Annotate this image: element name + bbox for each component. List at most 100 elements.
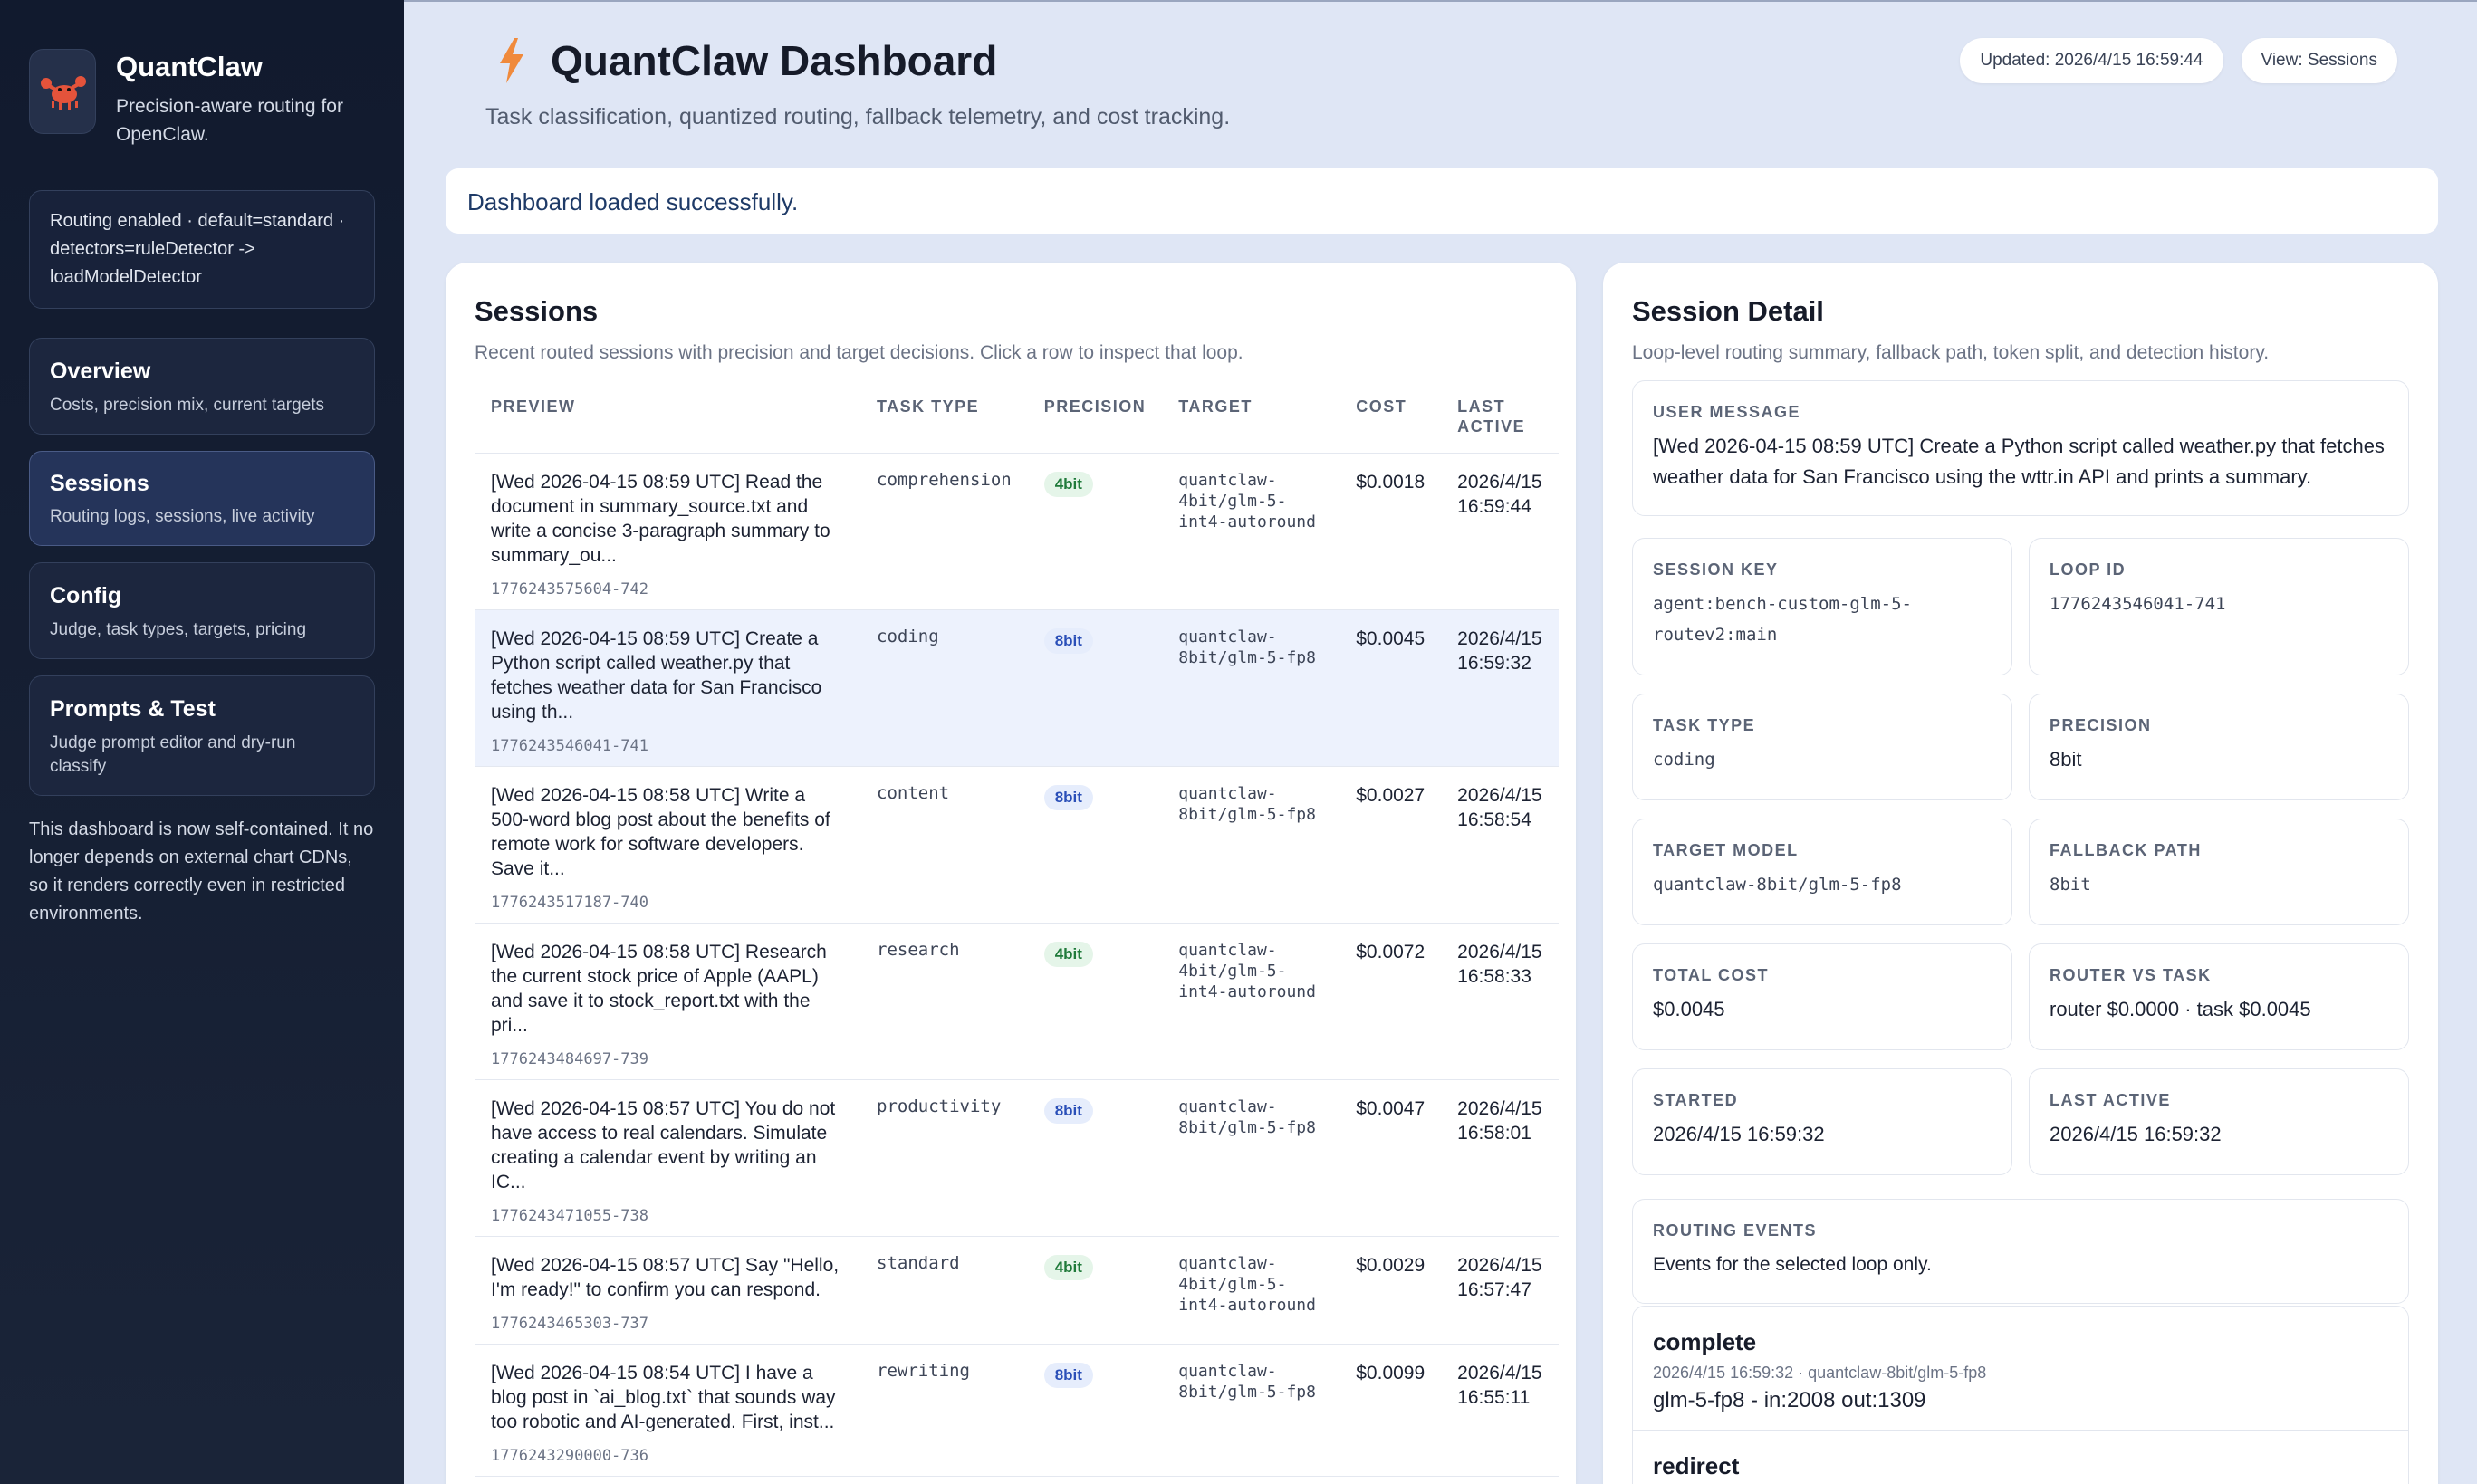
cost: $0.0027 — [1356, 785, 1426, 806]
cell-preview: [Wed 2026-04-15 08:57 UTC] You do not ha… — [475, 1079, 860, 1237]
updated-pill: Updated: 2026/4/15 16:59:44 — [1960, 38, 2223, 83]
cell-last-active: 2026/4/15 16:58:33 — [1441, 923, 1559, 1080]
view-pill: View: Sessions — [2241, 38, 2397, 83]
last-active-time: 2026/4/15 16:59:32 — [2050, 1123, 2222, 1145]
cell-last-active: 2026/4/15 16:58:01 — [1441, 1079, 1559, 1237]
cost: $0.0018 — [1356, 472, 1426, 493]
table-row[interactable]: [Wed 2026-04-15 08:57 UTC] Say "Hello, I… — [475, 1236, 1559, 1345]
table-row[interactable]: [Wed 2026-04-15 08:59 UTC] Read the docu… — [475, 453, 1559, 610]
event-item[interactable]: complete 2026/4/15 16:59:32 · quantclaw-… — [1632, 1306, 2409, 1431]
nav-item-sessions[interactable]: Sessions Routing logs, sessions, live ac… — [29, 451, 375, 546]
task-type: rewriting — [877, 1361, 970, 1381]
cell-target: quantclaw-8bit/glm-5-fp8 — [1162, 766, 1340, 924]
precision-badge: 4bit — [1043, 942, 1093, 967]
main-content: QuantClaw Dashboard Task classification,… — [404, 0, 2477, 1484]
nav-title: Overview — [50, 359, 151, 384]
nav-title: Sessions — [50, 471, 149, 496]
session-key-label: SESSION KEY — [1653, 560, 1779, 579]
target-model: quantclaw-4bit/glm-5-int4-autoround — [1178, 1254, 1316, 1315]
loop-id-label: LOOP ID — [2050, 560, 2127, 579]
precision-value: 8bit — [2050, 748, 2082, 771]
precision-box: PRECISION 8bit — [2029, 694, 2409, 800]
loop-id-box: LOOP ID 1776243546041-741 — [2029, 538, 2409, 675]
nav-item-config[interactable]: Config Judge, task types, targets, prici… — [29, 562, 375, 659]
event-title: complete — [1653, 1328, 1757, 1355]
fallback-path: 8bit — [2050, 875, 2091, 895]
target-model: quantclaw-8bit/glm-5-fp8 — [1178, 784, 1316, 824]
nav-subtitle: Routing logs, sessions, live activity — [50, 507, 315, 526]
cell-task-type: research — [860, 923, 1028, 1080]
col-task-type[interactable]: TASK TYPE — [860, 384, 1028, 454]
task-type: coding — [1653, 750, 1715, 770]
cost: $0.0047 — [1356, 1098, 1426, 1119]
target-model-box: TARGET MODEL quantclaw-8bit/glm-5-fp8 — [1632, 819, 2012, 925]
cell-target: quantclaw-8bit/glm-5-fp8 — [1162, 1344, 1340, 1477]
nav-item-overview[interactable]: Overview Costs, precision mix, current t… — [29, 338, 375, 435]
table-row[interactable]: [Wed 2026-04-15 08:54 UTC] I have a blog… — [475, 1344, 1559, 1477]
col-last-active[interactable]: LAST ACTIVE — [1441, 384, 1559, 454]
cost: $0.0072 — [1356, 942, 1426, 962]
cell-precision: 8bit — [1027, 1079, 1163, 1237]
cell-task-type: coding — [860, 609, 1028, 767]
cell-cost: $0.0099 — [1339, 1344, 1442, 1477]
header-pills: Updated: 2026/4/15 16:59:44 View: Sessio… — [1960, 38, 2397, 83]
router-vs-task: router $0.0000 · task $0.0045 — [2050, 998, 2311, 1020]
loop-id: 1776243546041-741 — [2050, 594, 2226, 614]
loop-id: 1776243575604-742 — [491, 580, 648, 598]
fallback-path-box: FALLBACK PATH 8bit — [2029, 819, 2409, 925]
task-type: standard — [877, 1253, 960, 1273]
col-precision[interactable]: PRECISION — [1027, 384, 1163, 454]
last-active: 2026/4/15 16:59:32 — [1457, 628, 1542, 674]
user-message: [Wed 2026-04-15 08:59 UTC] Create a Pyth… — [1653, 435, 2385, 488]
crab-logo-icon — [29, 49, 96, 134]
loop-id: 1776243517187-740 — [491, 894, 648, 912]
table-header-row: PREVIEW TASK TYPE PRECISION TARGET COST … — [475, 384, 1559, 454]
nav-item-prompts-test[interactable]: Prompts & Test Judge prompt editor and d… — [29, 675, 375, 796]
detail-title: Session Detail — [1632, 295, 1824, 327]
cell-cost: $0.0045 — [1339, 609, 1442, 767]
table-row[interactable]: [Wed 2026-04-15 08:58 UTC] Research the … — [475, 923, 1559, 1080]
target-model: quantclaw-8bit/glm-5-fp8 — [1178, 1362, 1316, 1402]
precision-badge: 8bit — [1043, 785, 1093, 810]
cell-task-type: productivity — [860, 1079, 1028, 1237]
last-active-label: LAST ACTIVE — [2050, 1091, 2171, 1109]
table-row[interactable]: [Wed 2026-04-15 08:58 UTC] Write a 500-w… — [475, 766, 1559, 924]
task-type: content — [877, 783, 950, 803]
fallback-label: FALLBACK PATH — [2050, 841, 2202, 859]
routing-events-box: ROUTING EVENTS Events for the selected l… — [1632, 1199, 2409, 1304]
session-key: agent:bench-custom-glm-5-routev2:main — [1653, 594, 1912, 645]
last-active: 2026/4/15 16:59:44 — [1457, 472, 1542, 517]
sessions-subtitle: Recent routed sessions with precision an… — [475, 342, 1243, 363]
total-cost-box: TOTAL COST $0.0045 — [1632, 943, 2012, 1050]
col-target[interactable]: TARGET — [1162, 384, 1340, 454]
router-task-label: ROUTER VS TASK — [2050, 966, 2212, 984]
precision-badge: 8bit — [1043, 1363, 1093, 1388]
preview-text: [Wed 2026-04-15 08:59 UTC] Read the docu… — [491, 472, 830, 566]
cell-precision: 4bit — [1027, 923, 1163, 1080]
nav-subtitle: Judge, task types, targets, pricing — [50, 620, 307, 639]
cost: $0.0099 — [1356, 1363, 1426, 1383]
cell-cost: $0.0018 — [1339, 453, 1442, 610]
precision-label: PRECISION — [2050, 716, 2152, 734]
cell-precision: 8bit — [1027, 1344, 1163, 1477]
precision-badge: 8bit — [1043, 1098, 1093, 1124]
router-vs-task-box: ROUTER VS TASK router $0.0000 · task $0.… — [2029, 943, 2409, 1050]
table-row[interactable]: [Wed 2026-04-15 08:59 UTC] Create a Pyth… — [475, 609, 1559, 767]
nav-subtitle: Costs, precision mix, current targets — [50, 396, 325, 415]
last-active: 2026/4/15 16:57:47 — [1457, 1255, 1542, 1300]
loop-id: 1776243484697-739 — [491, 1050, 648, 1068]
event-item[interactable]: redirect — [1632, 1431, 2409, 1484]
precision-badge: 4bit — [1043, 1255, 1093, 1280]
nav-title: Config — [50, 583, 122, 608]
cell-target: quantclaw-8bit/glm-5-fp8 — [1162, 1079, 1340, 1237]
preview-text: [Wed 2026-04-15 08:57 UTC] You do not ha… — [491, 1098, 836, 1192]
col-cost[interactable]: COST — [1339, 384, 1442, 454]
task-type-label: TASK TYPE — [1653, 716, 1756, 734]
cell-last-active: 2026/4/15 16:59:44 — [1441, 453, 1559, 610]
table-row[interactable]: [Wed 2026-04-15 08:57 UTC] You do not ha… — [475, 1079, 1559, 1237]
col-preview[interactable]: PREVIEW — [475, 384, 860, 454]
cost: $0.0045 — [1356, 628, 1426, 649]
target-model: quantclaw-4bit/glm-5-int4-autoround — [1178, 471, 1316, 531]
precision-badge: 4bit — [1043, 472, 1093, 497]
cell-precision: 8bit — [1027, 609, 1163, 767]
